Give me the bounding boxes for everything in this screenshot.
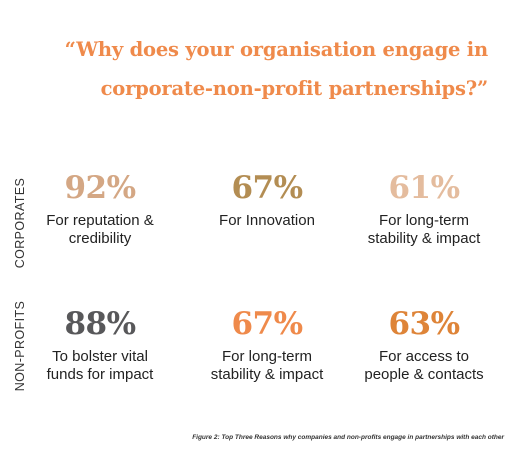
stat-description: For reputation & credibility [20, 212, 180, 248]
stat-percent: 63% [388, 306, 460, 342]
stat-description-line: For long-term [221, 348, 313, 365]
stat-description-line: people & contacts [364, 366, 484, 383]
stat-percent: 92% [64, 170, 136, 206]
stat-description: For Innovation [187, 212, 347, 230]
stat-description-line: For reputation & [46, 212, 154, 229]
stat-description: For long-term stability & impact [187, 348, 347, 384]
title-line-1: “Why does your organisation engage in [64, 38, 489, 61]
stat-description-line: stability & impact [367, 230, 481, 247]
title-line-2: corporate-non-profit partnerships?” [100, 77, 489, 100]
stat-description-line: To bolster vital [52, 348, 148, 365]
stat-description-line: credibility [68, 230, 132, 247]
stat-description: For long-term stability & impact [344, 212, 504, 248]
stat-description-line: funds for impact [46, 366, 154, 383]
stat-non-profits-contacts: 63% For access to people & contacts [344, 306, 504, 384]
stat-percent: 61% [388, 170, 460, 206]
stat-description: To bolster vital funds for impact [20, 348, 180, 384]
stat-percent: 67% [231, 306, 303, 342]
stat-percent: 88% [64, 306, 136, 342]
figure-caption: Figure 2: Top Three Reasons why companie… [192, 434, 504, 441]
stat-description: For access to people & contacts [344, 348, 504, 384]
stat-corporates-stability: 61% For long-term stability & impact [344, 170, 504, 248]
stat-percent: 67% [231, 170, 303, 206]
stat-description-line: For long-term [378, 212, 470, 229]
stat-non-profits-stability: 67% For long-term stability & impact [187, 306, 347, 384]
stat-corporates-reputation: 92% For reputation & credibility [20, 170, 180, 248]
stat-description-line: stability & impact [210, 366, 324, 383]
stat-description-line: For Innovation [219, 212, 315, 229]
stat-description-line: For access to [378, 348, 470, 365]
stat-non-profits-funds: 88% To bolster vital funds for impact [20, 306, 180, 384]
stat-corporates-innovation: 67% For Innovation [187, 170, 347, 230]
